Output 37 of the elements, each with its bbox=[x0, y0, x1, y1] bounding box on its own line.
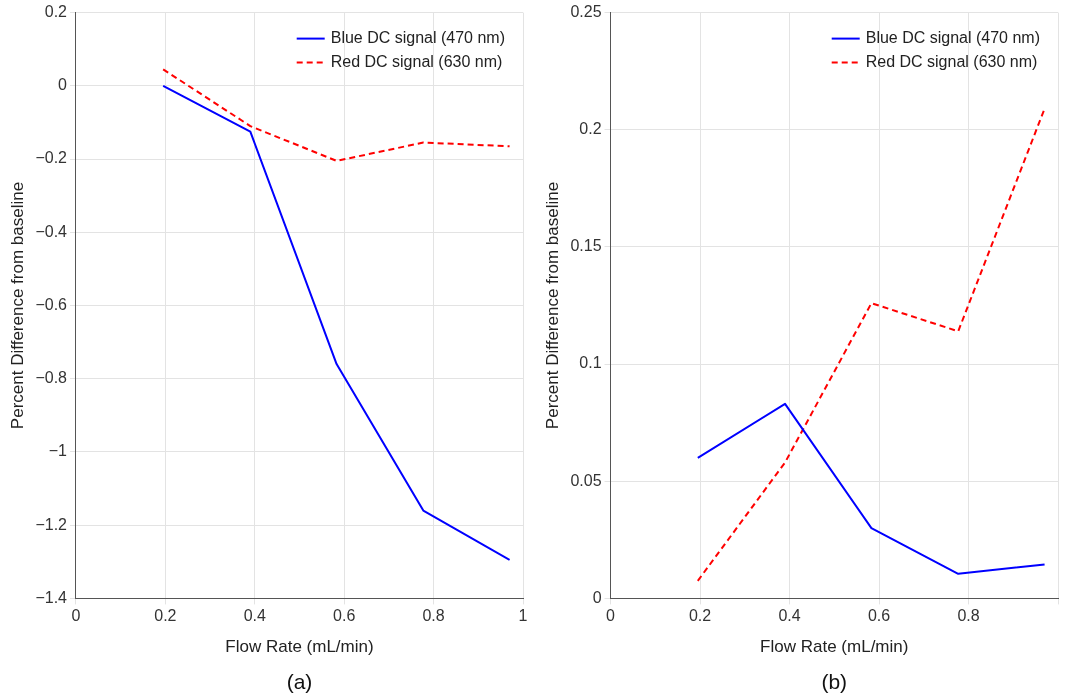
x-tick-label: 0.8 bbox=[957, 607, 980, 625]
y-tick-label: 0.2 bbox=[44, 3, 68, 21]
x-tick-label: 0.6 bbox=[333, 607, 356, 625]
y-tick-label: −1.2 bbox=[35, 515, 68, 533]
y-axis-title: Percent Difference from baseline bbox=[7, 181, 27, 430]
y-tick-label: −0.8 bbox=[35, 369, 68, 387]
x-axis-title: Flow Rate (mL/min) bbox=[225, 637, 374, 657]
x-tick-label: 0.6 bbox=[867, 607, 891, 625]
legend-label: Blue DC signal (470 nm) bbox=[865, 29, 1040, 47]
y-tick-label: 0.25 bbox=[570, 3, 602, 21]
y-axis-title: Percent Difference from baseline bbox=[542, 181, 562, 430]
y-tick-label: −0.2 bbox=[35, 149, 68, 167]
x-tick-label: 0 bbox=[606, 607, 616, 625]
y-tick-label: −1 bbox=[48, 442, 68, 460]
y-tick-label: 0.1 bbox=[579, 354, 602, 372]
legend-label: Red DC signal (630 nm) bbox=[865, 53, 1038, 71]
line-series bbox=[162, 68, 511, 162]
x-tick-label: 0.8 bbox=[422, 607, 445, 625]
y-tick-label: 0.2 bbox=[579, 120, 602, 138]
legend-label: Red DC signal (630 nm) bbox=[330, 53, 503, 71]
y-tick-label: 0 bbox=[592, 588, 602, 606]
y-tick-label: −0.4 bbox=[35, 222, 68, 240]
y-tick-label: −1.4 bbox=[35, 588, 68, 606]
x-tick-label: 0.4 bbox=[243, 607, 267, 625]
x-tick-label: 0.2 bbox=[154, 607, 177, 625]
y-tick-label: −0.6 bbox=[35, 295, 68, 313]
legend-label: Blue DC signal (470 nm) bbox=[330, 29, 505, 47]
x-axis-title: Flow Rate (mL/min) bbox=[760, 637, 909, 657]
text: (b) bbox=[821, 670, 848, 694]
x-tick-label: 1 bbox=[518, 607, 528, 625]
y-tick-label: 0 bbox=[58, 76, 68, 94]
y-tick-label: 0.05 bbox=[570, 471, 602, 489]
x-tick-label: 0 bbox=[71, 607, 81, 625]
y-tick-label: 0.15 bbox=[570, 237, 602, 255]
text: (a) bbox=[286, 670, 313, 694]
x-tick-label: 0.4 bbox=[778, 607, 801, 625]
x-tick-label: 0.2 bbox=[688, 607, 712, 625]
